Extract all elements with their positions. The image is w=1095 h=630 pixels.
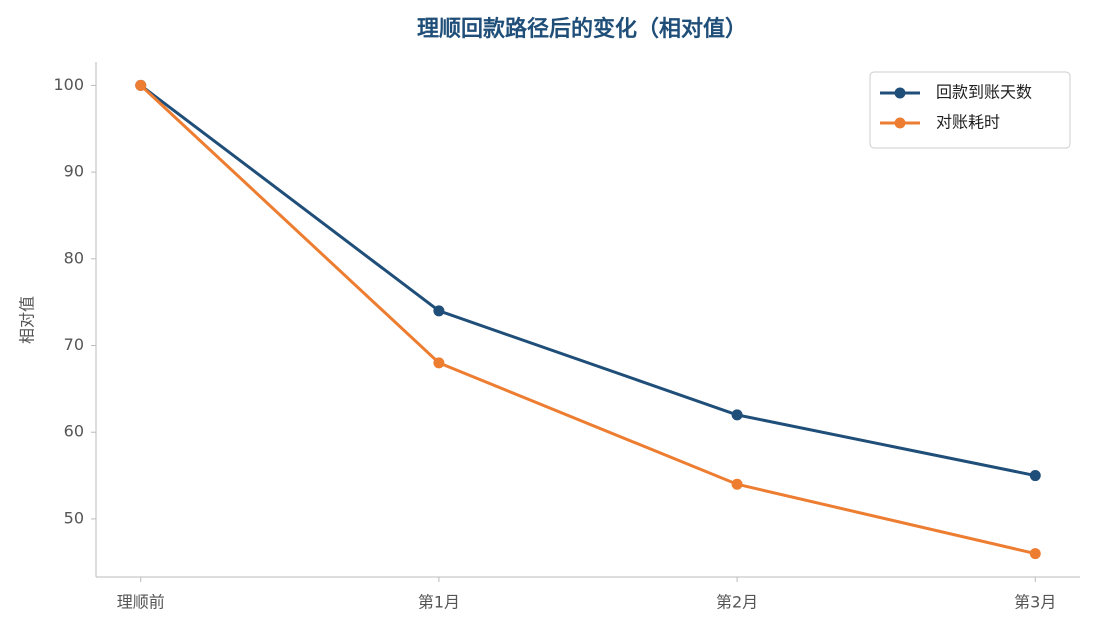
y-tick-label: 50: [64, 508, 84, 527]
legend-marker: [894, 87, 906, 99]
y-tick-label: 100: [53, 75, 84, 94]
marker: [1029, 470, 1041, 482]
line: [139, 84, 1036, 556]
x-tick-label: 第2月: [716, 593, 758, 612]
marker: [135, 79, 147, 91]
marker: [731, 478, 743, 490]
x-tick-label: 第1月: [418, 593, 460, 612]
marker: [433, 357, 445, 369]
y-axis-label: 相对值: [18, 296, 37, 344]
legend-box: [869, 71, 1071, 149]
legend-label: 对账耗时: [936, 113, 1000, 132]
marker: [433, 305, 445, 317]
y-tick-label: 60: [64, 422, 84, 441]
legend-marker: [894, 117, 906, 129]
y-tick-label: 80: [64, 248, 84, 267]
x-tick-label: 第3月: [1014, 593, 1056, 612]
y-tick-label: 90: [64, 162, 84, 181]
marker: [1029, 548, 1041, 560]
x-tick-label: 理顺前: [117, 593, 165, 612]
marker: [731, 409, 743, 421]
legend-label: 回款到账天数: [936, 83, 1032, 102]
chart-title: 理顺回款路径后的变化（相对值）: [417, 16, 747, 42]
y-tick-label: 70: [64, 335, 84, 354]
line: [139, 84, 1036, 478]
